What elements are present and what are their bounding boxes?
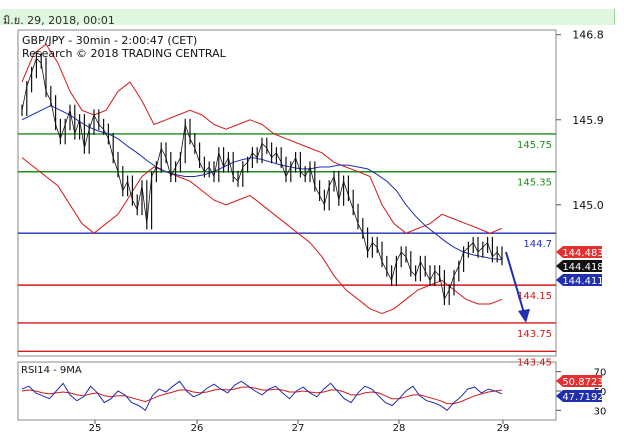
price-tick-label: 145.0 — [572, 199, 604, 212]
price-tag-label: 144.411 — [562, 276, 603, 287]
price-line — [21, 57, 503, 301]
rsi-tag — [556, 390, 602, 402]
rsi-line — [21, 380, 503, 412]
rsi-tag — [556, 375, 602, 387]
date-tick-label: 25 — [89, 423, 102, 434]
price-tag — [556, 274, 602, 286]
rsi-title: RSI14 - 9MA — [21, 365, 82, 376]
rsi-ma-line — [21, 386, 503, 405]
level-label: 145.35 — [517, 178, 552, 189]
date-tick-label: 28 — [393, 423, 406, 434]
levels-layer: 145.75 145.35 144.7 144.15 143.75 143.45 — [18, 133, 556, 368]
level-label: 143.45 — [517, 357, 552, 368]
price-tag-label: 144.418 — [562, 262, 603, 273]
chart-subtitle: Research © 2018 TRADING CENTRAL — [22, 47, 227, 60]
band-lower-line — [21, 157, 503, 315]
date-tick-label: 26 — [191, 423, 204, 434]
rsi-tick-label: 30 — [594, 406, 607, 417]
chart-title: GBP/JPY - 30min - 2:00:47 (CET) — [22, 34, 197, 47]
axis-layer: 146.8 145.9 145.0 144.483 144.418 144.411 25 26… — [89, 29, 604, 434]
date-tick-label: 27 — [292, 423, 305, 434]
price-layer — [21, 52, 530, 323]
timestamp-text: มิ.ย. 29, 2018, 00:01 — [3, 14, 115, 27]
timestamp-bar: มิ.ย. 29, 2018, 00:01 — [0, 9, 615, 27]
price-tick-label: 146.8 — [572, 29, 604, 42]
rsi-tag-label: 50.8723 — [562, 377, 603, 388]
forecast-arrow-head — [518, 308, 530, 323]
level-label: 144.7 — [523, 239, 552, 250]
rsi-tick-label: 70 — [594, 368, 607, 379]
price-tick-label: 145.9 — [572, 114, 604, 127]
rsi-tag-label: 47.7192 — [562, 392, 603, 403]
level-label: 143.75 — [517, 329, 552, 340]
level-label: 144.15 — [517, 291, 552, 302]
price-tag — [556, 246, 602, 258]
price-tag — [556, 260, 602, 272]
level-label: 145.75 — [517, 140, 552, 151]
date-tick-label: 29 — [497, 423, 510, 434]
price-panel — [17, 29, 557, 357]
price-tag-label: 144.483 — [562, 248, 603, 259]
forecast-arrow — [505, 251, 525, 314]
band-upper-line — [21, 43, 503, 234]
